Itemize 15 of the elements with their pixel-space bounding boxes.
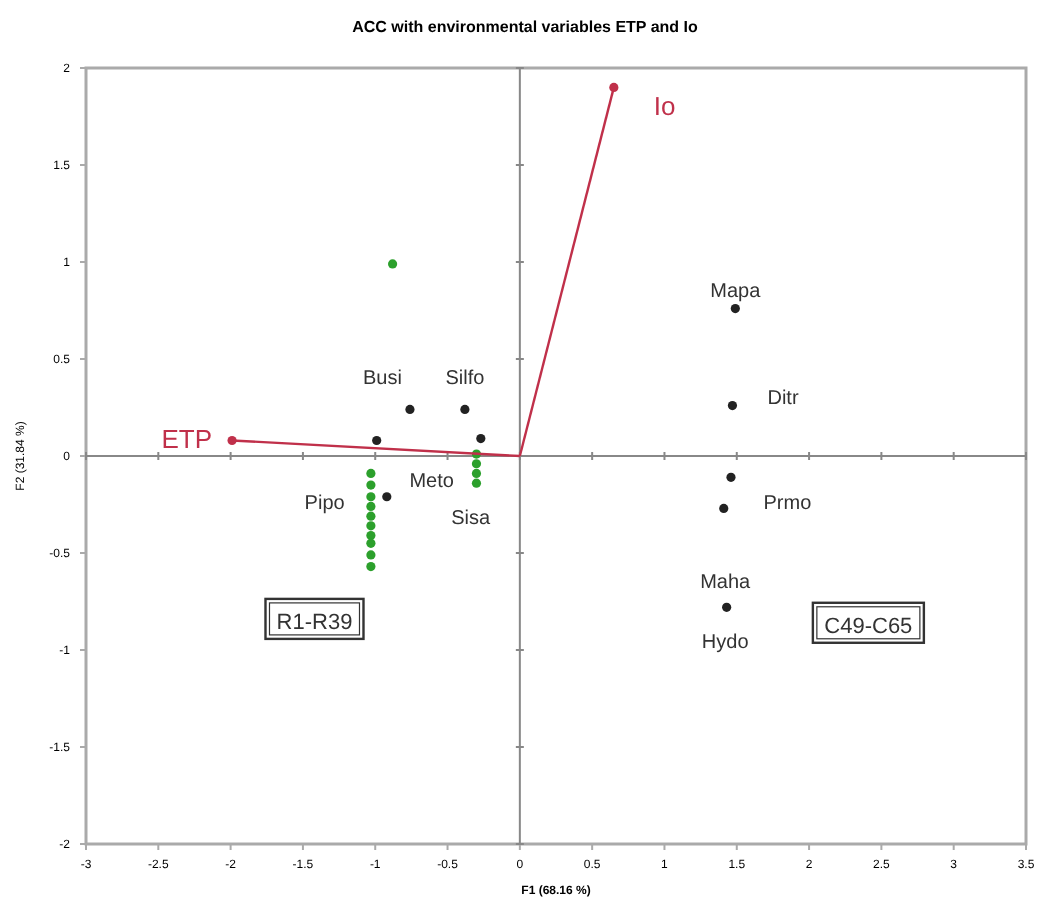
annotation: Meto	[409, 471, 455, 494]
series-label: Io	[653, 91, 676, 122]
annotation: Maha	[700, 572, 752, 595]
annotation: Mapa	[710, 281, 762, 304]
annotation: Hydo	[701, 632, 750, 655]
chart-title: ACC with environmental variables ETP and Io	[352, 18, 699, 36]
annotation: Busi	[363, 368, 402, 391]
annotation: Prmo	[763, 492, 813, 515]
series-label: ETP	[161, 424, 213, 455]
annotation: Sisa	[451, 508, 492, 531]
annotation: R1-R39	[276, 610, 353, 635]
annotation: Ditr	[767, 387, 800, 410]
annotation: Silfo	[445, 368, 486, 391]
annotation: C49-C65	[824, 614, 913, 639]
annotation: Pipo	[304, 492, 346, 515]
